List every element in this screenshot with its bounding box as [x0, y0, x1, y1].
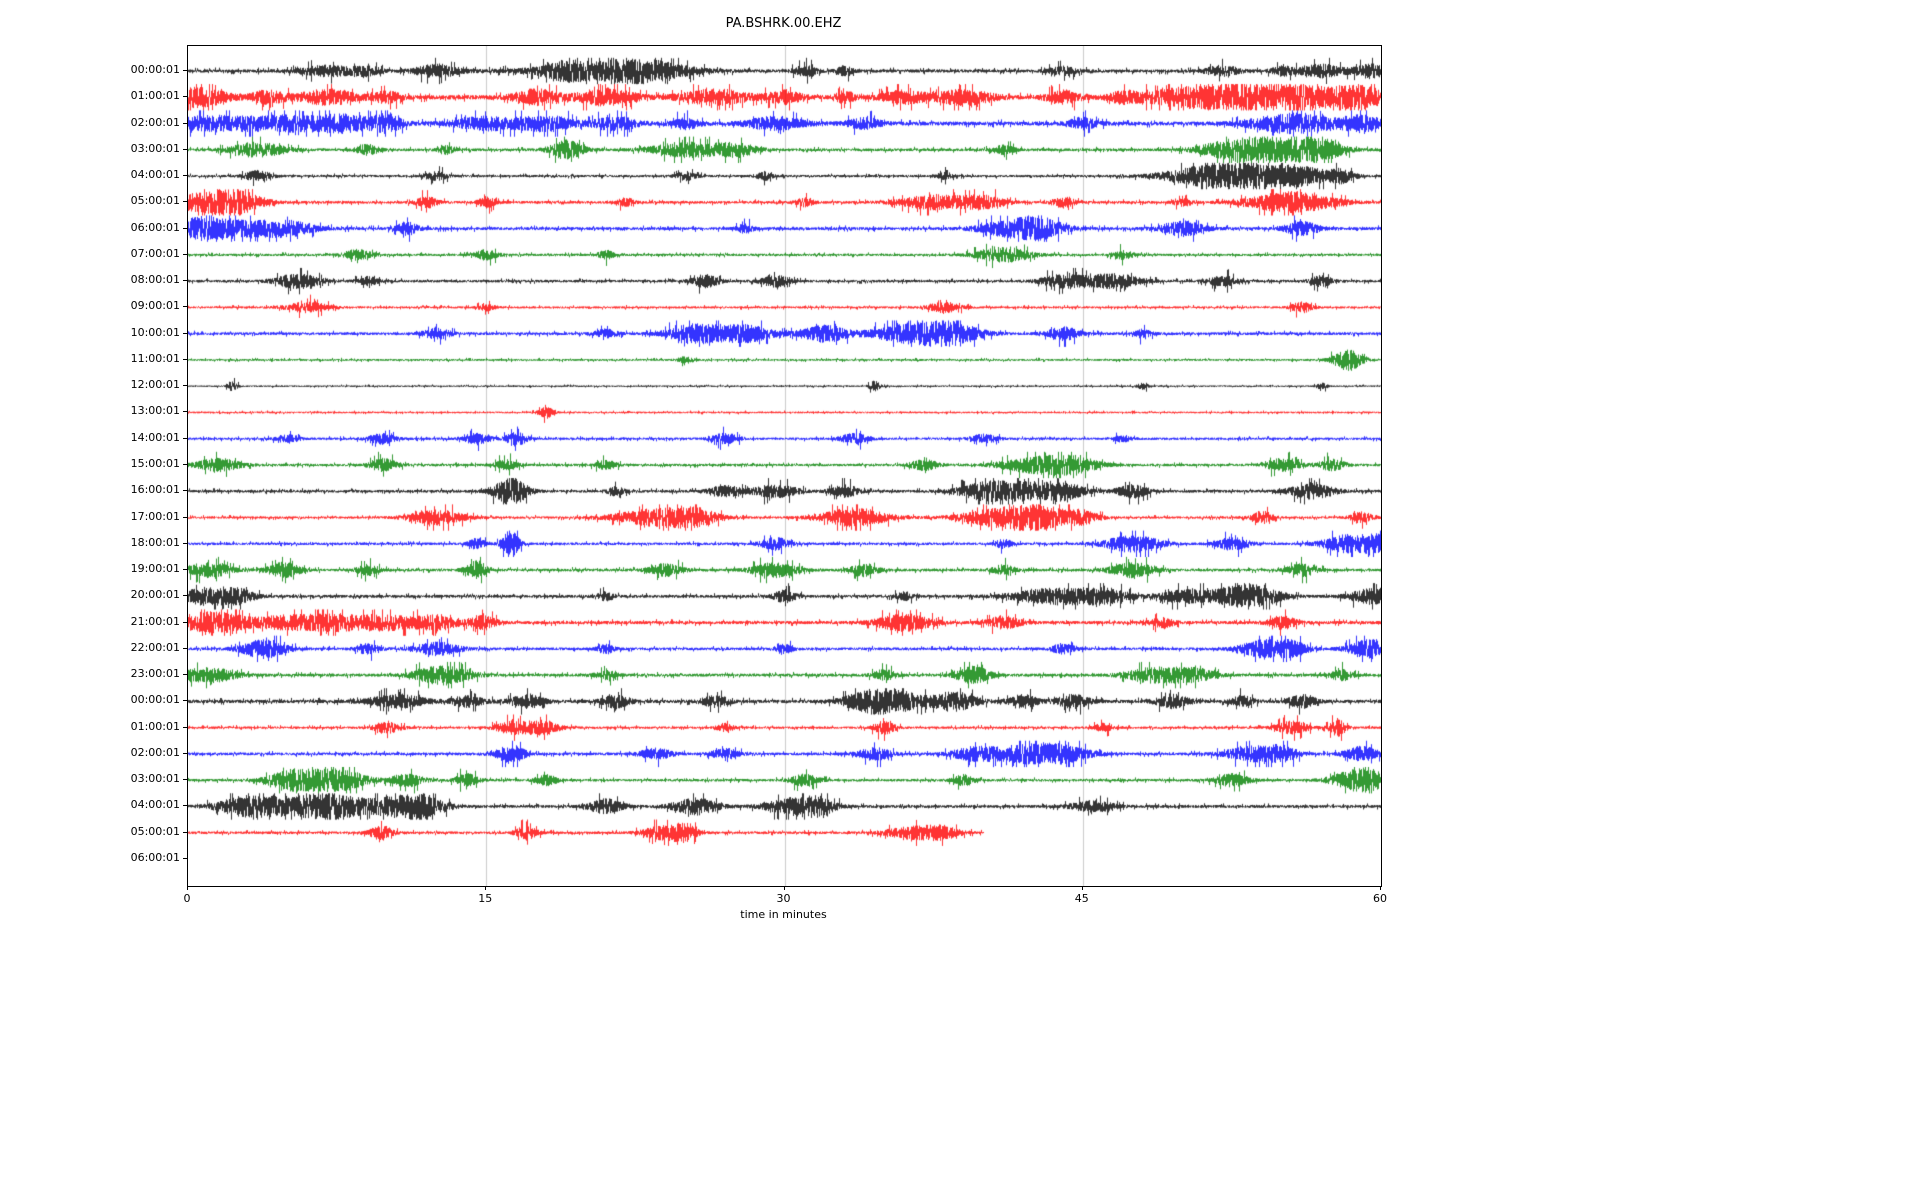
x-tick-label: 45: [1074, 892, 1089, 905]
y-tickmark: [183, 752, 187, 754]
y-tick-label: 11:00:01: [130, 351, 180, 365]
x-tick-label: 0: [183, 892, 191, 905]
plot-area: [187, 45, 1382, 887]
y-tickmark: [183, 411, 187, 413]
y-tickmark: [183, 805, 187, 807]
seismogram-canvas: [188, 46, 1381, 886]
y-tick-label: 15:00:01: [130, 457, 180, 470]
y-tickmark: [183, 306, 187, 308]
y-tickmark: [183, 569, 187, 571]
y-tickmark: [183, 516, 187, 518]
y-tick-label: 05:00:01: [130, 824, 180, 838]
y-tickmark: [183, 464, 187, 465]
y-tick-label: 06:00:01: [130, 220, 180, 234]
y-tick-label: 03:00:01: [130, 772, 180, 786]
y-tick-label: 10:00:01: [130, 325, 180, 339]
y-tickmark: [183, 70, 187, 71]
y-tickmark: [183, 332, 187, 334]
y-tickmark: [183, 201, 187, 203]
x-tickmark: [187, 886, 188, 890]
y-tick-label: 14:00:01: [130, 430, 180, 444]
y-tick-label: 13:00:01: [130, 404, 180, 418]
y-tick-label: 03:00:01: [130, 141, 180, 155]
y-tick-label: 22:00:01: [130, 640, 180, 654]
x-tickmark: [783, 886, 785, 890]
y-tick-label: 02:00:01: [130, 745, 180, 759]
y-tick-label: 04:00:01: [130, 168, 180, 182]
x-tick-label: 60: [1373, 892, 1387, 905]
y-tickmark: [183, 175, 187, 177]
y-tick-label: 17:00:01: [130, 509, 180, 523]
y-tick-label: 23:00:01: [130, 667, 180, 681]
y-tick-label: 07:00:01: [130, 246, 180, 260]
y-tickmark: [183, 280, 187, 282]
x-tickmark: [1380, 886, 1381, 890]
x-tick-label: 30: [776, 892, 791, 905]
y-tickmark: [183, 542, 187, 544]
y-tickmark: [183, 227, 187, 229]
y-tick-label: 00:00:01: [130, 693, 180, 707]
y-tick-label: 09:00:01: [130, 299, 180, 313]
y-tick-label: 01:00:01: [130, 89, 180, 103]
y-tickmark: [183, 726, 187, 728]
y-tickmark: [183, 647, 187, 649]
x-tickmark: [1081, 886, 1083, 890]
y-tickmark: [183, 621, 187, 623]
y-tick-label: 01:00:01: [130, 719, 180, 733]
y-tick-label: 02:00:01: [130, 115, 180, 129]
y-tickmark: [183, 122, 187, 124]
y-tick-label: 00:00:01: [130, 63, 180, 76]
y-tickmark: [183, 831, 187, 833]
x-tickmark: [485, 886, 487, 890]
y-tick-label: 20:00:01: [130, 588, 180, 602]
y-tickmark: [183, 674, 187, 676]
y-tick-label: 08:00:01: [130, 273, 180, 287]
chart-title: PA.BSHRK.00.EHZ: [725, 16, 842, 31]
y-tickmark: [183, 437, 187, 439]
y-tickmark: [183, 858, 187, 859]
x-tick-label: 15: [478, 892, 493, 905]
y-tickmark: [183, 595, 187, 597]
y-tick-label: 16:00:01: [130, 483, 180, 497]
y-tick-label: 12:00:01: [130, 378, 180, 392]
y-tickmark: [183, 385, 187, 387]
y-tickmark: [183, 253, 187, 255]
y-tickmark: [183, 779, 187, 781]
y-tick-label: 05:00:01: [130, 194, 180, 208]
y-tick-label: 21:00:01: [130, 614, 180, 628]
y-tick-label: 19:00:01: [130, 562, 180, 576]
y-tickmark: [183, 700, 187, 702]
x-axis-title: time in minutes: [740, 908, 827, 921]
y-tick-label: 04:00:01: [130, 798, 180, 812]
y-tickmark: [183, 148, 187, 150]
y-tick-label: 06:00:01: [130, 851, 180, 864]
y-tickmark: [183, 490, 187, 492]
y-tickmark: [183, 96, 187, 98]
y-tickmark: [183, 358, 187, 360]
y-tick-label: 18:00:01: [130, 535, 180, 549]
